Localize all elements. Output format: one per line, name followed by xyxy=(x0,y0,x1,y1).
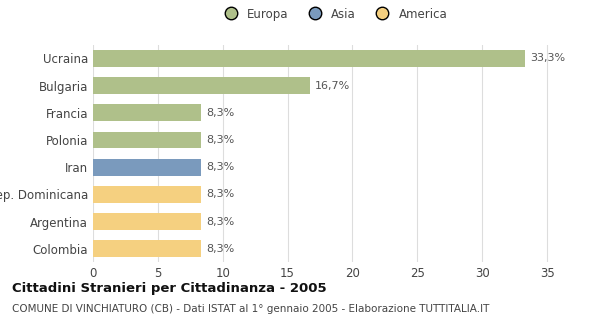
Bar xyxy=(93,213,200,230)
Text: Cittadini Stranieri per Cittadinanza - 2005: Cittadini Stranieri per Cittadinanza - 2… xyxy=(12,282,326,295)
Bar xyxy=(93,104,200,121)
Text: 16,7%: 16,7% xyxy=(315,81,350,91)
Bar xyxy=(93,50,525,67)
Text: 33,3%: 33,3% xyxy=(530,53,565,63)
Bar xyxy=(93,77,310,94)
Text: 8,3%: 8,3% xyxy=(206,162,234,172)
Bar xyxy=(93,159,200,176)
Text: 8,3%: 8,3% xyxy=(206,244,234,254)
Text: 8,3%: 8,3% xyxy=(206,108,234,118)
Text: 8,3%: 8,3% xyxy=(206,189,234,199)
Legend: Europa, Asia, America: Europa, Asia, America xyxy=(214,3,452,25)
Bar xyxy=(93,240,200,257)
Text: 8,3%: 8,3% xyxy=(206,135,234,145)
Bar xyxy=(93,186,200,203)
Text: COMUNE DI VINCHIATURO (CB) - Dati ISTAT al 1° gennaio 2005 - Elaborazione TUTTIT: COMUNE DI VINCHIATURO (CB) - Dati ISTAT … xyxy=(12,304,490,314)
Text: 8,3%: 8,3% xyxy=(206,217,234,227)
Bar xyxy=(93,132,200,148)
